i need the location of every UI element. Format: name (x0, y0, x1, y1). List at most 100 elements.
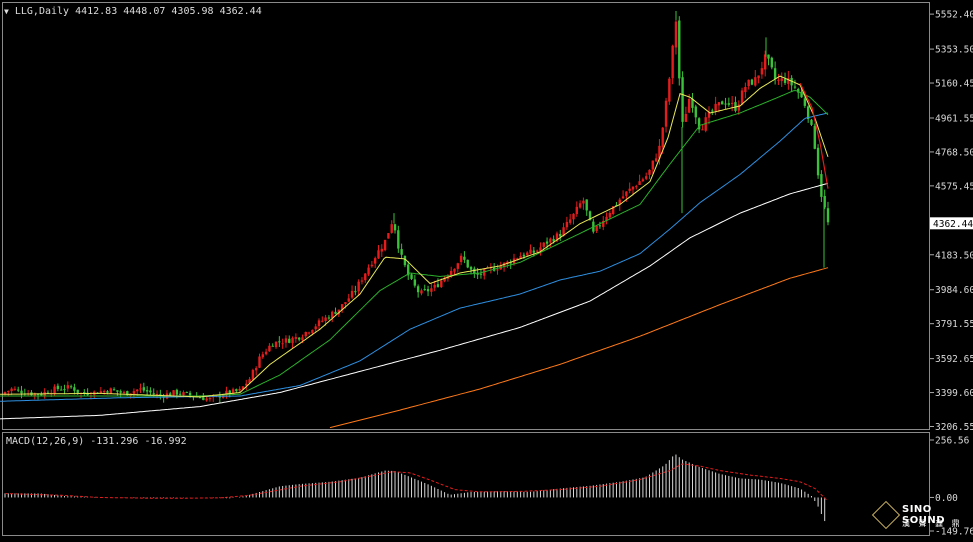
candle-body (268, 345, 271, 352)
candle-body (46, 392, 50, 394)
candle-body (383, 239, 387, 251)
candle-body (400, 249, 403, 255)
price-tick-label: 5552.40 (935, 10, 973, 21)
macd-tick-label: 0.00 (935, 493, 958, 504)
candle-body (674, 21, 678, 48)
macd-tick-label: -149.765 (935, 527, 973, 538)
candle-body (301, 337, 304, 341)
candle-body (238, 388, 241, 391)
candle-body (697, 118, 701, 130)
candle-body (314, 326, 317, 330)
candle-body (727, 103, 731, 105)
candle-body (228, 390, 231, 394)
candle-body (750, 79, 754, 85)
ma-red-line (799, 82, 829, 189)
candle-body (568, 219, 572, 223)
candle-body (33, 393, 36, 396)
candle-body (258, 356, 261, 368)
candle-body (426, 289, 430, 292)
candle-body (10, 388, 13, 392)
candle-body (410, 274, 413, 279)
candle-body (245, 383, 248, 386)
candle-body (770, 57, 774, 68)
candle-body (420, 290, 423, 294)
candle-body (826, 208, 830, 223)
candle-body (754, 77, 757, 86)
candle-body (390, 224, 393, 233)
candle-body (572, 213, 575, 220)
price-panel-border (2, 2, 930, 430)
price-tick-label: 3399.60 (935, 388, 973, 399)
candle-body (532, 250, 536, 253)
candle-body (648, 169, 651, 175)
candle-body (251, 370, 255, 380)
candle-body (261, 354, 265, 358)
dropdown-arrow-icon[interactable]: ▼ (4, 7, 9, 16)
candle-body (278, 341, 281, 343)
candle-body (122, 391, 126, 393)
candle-body (397, 230, 400, 249)
candle-body (605, 216, 608, 221)
price-tick-label: 5353.50 (935, 45, 973, 56)
candle-body (73, 387, 76, 391)
candle-body (582, 200, 585, 204)
candle-body (225, 390, 228, 396)
candle-body (734, 102, 737, 111)
candle-body (112, 389, 116, 391)
candle-body (747, 79, 750, 87)
candle-body (565, 221, 569, 228)
candle-body (578, 203, 582, 208)
candle-body (202, 397, 205, 401)
candle-body (701, 129, 704, 131)
candle-body (542, 242, 545, 247)
candle-body (109, 388, 112, 394)
candle-body (172, 390, 175, 396)
ma-yellow-line (0, 75, 829, 398)
candle-body (724, 103, 727, 105)
candle-body (69, 386, 73, 388)
candle-body (53, 386, 56, 394)
candle-body (344, 302, 347, 305)
candle-body (83, 392, 86, 394)
candle-body (169, 393, 172, 396)
candle-body (17, 389, 20, 391)
candle-body (453, 268, 456, 272)
candle-body (813, 125, 816, 149)
ma-blue-line (0, 112, 829, 402)
candle-body (450, 270, 453, 277)
candle-body (235, 389, 238, 392)
candle-body (797, 89, 800, 93)
candle-body (198, 397, 202, 399)
ma-orange-line (329, 267, 829, 429)
candle-body (651, 160, 655, 170)
candle-body (714, 103, 717, 111)
candle-body (231, 389, 235, 394)
candle-body (281, 343, 284, 345)
candle-body (687, 98, 691, 113)
candle-body (658, 145, 661, 159)
candle-body (380, 248, 383, 252)
candle-body (555, 233, 559, 242)
candle-body (773, 68, 777, 80)
candle-body (803, 98, 807, 106)
candle-body (777, 79, 780, 81)
candle-body (149, 390, 152, 393)
candle-body (602, 220, 605, 227)
logo-diamond-icon (871, 500, 901, 530)
candle-body (241, 386, 245, 390)
candle-body (691, 98, 694, 108)
candle-body (208, 398, 212, 400)
candle-body (367, 267, 370, 275)
candle-body (516, 258, 519, 260)
candlestick-series (3, 11, 830, 403)
candle-body (297, 337, 301, 340)
candle-body (56, 385, 60, 390)
candle-body (618, 199, 621, 205)
candle-body (744, 87, 747, 93)
candle-body (340, 304, 344, 311)
candle-body (307, 332, 311, 334)
candle-body (671, 45, 674, 79)
candle-body (347, 298, 350, 302)
